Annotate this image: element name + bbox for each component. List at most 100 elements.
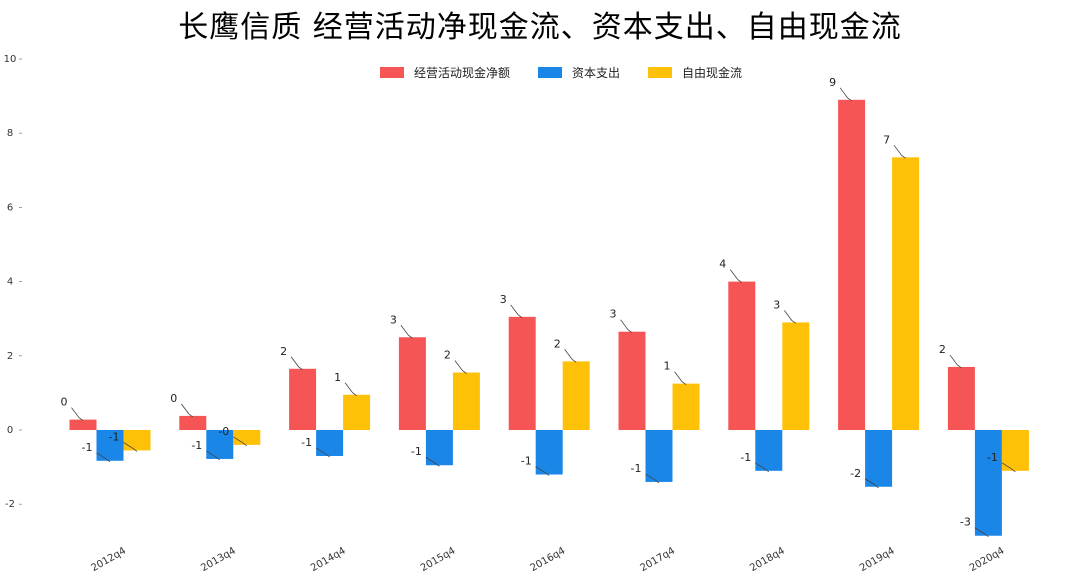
legend-swatch-free-cash bbox=[648, 67, 673, 78]
bar-2016q4-series-1 bbox=[535, 430, 563, 475]
data-label: -3 bbox=[960, 516, 971, 529]
data-label-leader bbox=[893, 145, 906, 159]
data-label-leader bbox=[315, 447, 330, 458]
bar-2018q4-series-2 bbox=[782, 322, 810, 430]
chart-title: 长鹰信质 经营活动净现金流、资本支出、自由现金流 bbox=[178, 10, 902, 45]
bar-2014q4-series-2 bbox=[343, 394, 371, 430]
bar-2012q4-series-0 bbox=[69, 419, 97, 430]
x-tick-label: 2014q4 bbox=[309, 546, 348, 575]
x-tick-label: 2016q4 bbox=[529, 546, 568, 575]
data-label-leader bbox=[510, 304, 523, 319]
x-tick-label: 2018q4 bbox=[748, 546, 787, 575]
data-label-leader bbox=[206, 450, 221, 461]
y-tick-label: -2 bbox=[5, 499, 15, 510]
bar-2015q4-series-0 bbox=[398, 337, 426, 430]
data-label-leader bbox=[400, 325, 413, 339]
legend: 经营活动现金净额 资本支出 自由现金流 bbox=[380, 64, 742, 81]
data-label-leader bbox=[564, 349, 577, 363]
bar-2020q4-series-1 bbox=[974, 430, 1002, 536]
data-label-leader bbox=[1001, 462, 1016, 473]
data-label: 3 bbox=[500, 293, 507, 306]
bar-2015q4-series-2 bbox=[452, 372, 480, 430]
bar-2017q4-series-2 bbox=[672, 383, 700, 430]
data-label-leader bbox=[96, 452, 111, 463]
bar-2020q4-series-2 bbox=[1001, 430, 1029, 471]
data-label: 1 bbox=[334, 371, 341, 384]
bar-2019q4-series-0 bbox=[838, 99, 866, 430]
data-label: -1 bbox=[82, 441, 93, 454]
legend-swatch-operating-cash bbox=[380, 67, 404, 78]
data-label: 2 bbox=[280, 345, 287, 358]
data-label-leader bbox=[290, 356, 303, 371]
data-label-leader bbox=[645, 473, 660, 484]
data-label: 2 bbox=[554, 337, 561, 350]
bar-2018q4-series-1 bbox=[755, 430, 783, 471]
x-tick-label: 2012q4 bbox=[89, 546, 128, 575]
legend-label-free-cash: 自由现金流 bbox=[682, 66, 743, 80]
data-label: 0 bbox=[170, 392, 177, 405]
data-label-leader bbox=[620, 319, 633, 334]
bar-2016q4-series-2 bbox=[562, 361, 590, 430]
bar-2018q4-series-0 bbox=[728, 281, 756, 430]
y-tick-label: 6 bbox=[7, 202, 13, 213]
data-label: -1 bbox=[521, 455, 532, 468]
data-label: 7 bbox=[883, 133, 890, 146]
data-label: 9 bbox=[829, 76, 836, 89]
legend-item-capex: 资本支出 bbox=[538, 64, 620, 81]
data-label: 1 bbox=[664, 360, 671, 373]
data-label-leader bbox=[729, 269, 743, 283]
data-label: 3 bbox=[773, 298, 780, 311]
legend-label-operating-cash: 经营活动现金净额 bbox=[414, 66, 511, 80]
data-label-leader bbox=[344, 382, 357, 397]
bar-2019q4-series-1 bbox=[865, 430, 893, 487]
data-label: -2 bbox=[850, 467, 861, 480]
data-label-leader bbox=[783, 310, 797, 324]
x-tick-label: 2015q4 bbox=[419, 546, 458, 575]
data-label-leader bbox=[123, 442, 138, 452]
data-label-leader bbox=[71, 407, 84, 421]
data-label: -1 bbox=[411, 445, 422, 458]
bar-2013q4-series-0 bbox=[179, 415, 207, 430]
data-label-leader bbox=[454, 360, 467, 374]
data-label: 0 bbox=[61, 396, 68, 409]
data-label: -0 bbox=[218, 425, 229, 438]
bar-2019q4-series-2 bbox=[892, 157, 920, 430]
bar-2013q4-series-2 bbox=[233, 430, 261, 445]
data-label: -1 bbox=[987, 451, 998, 464]
y-tick-label: 4 bbox=[7, 277, 13, 288]
data-label: 2 bbox=[444, 348, 451, 361]
x-tick-label: 2020q4 bbox=[968, 546, 1007, 575]
data-label: -1 bbox=[740, 451, 751, 464]
y-tick-label: 0 bbox=[7, 425, 13, 436]
y-tick-label: 10 bbox=[4, 54, 17, 65]
data-label-leader bbox=[755, 462, 770, 473]
legend-item-free-cash: 自由现金流 bbox=[648, 64, 742, 81]
data-label: 3 bbox=[390, 313, 397, 326]
data-label-leader bbox=[974, 527, 989, 538]
data-label-leader bbox=[839, 87, 852, 102]
data-label: -1 bbox=[109, 430, 120, 443]
data-label-leader bbox=[180, 403, 194, 418]
data-label-leader bbox=[674, 371, 687, 385]
legend-item-operating-cash: 经营活动现金净额 bbox=[380, 64, 510, 81]
y-tick-label: 8 bbox=[7, 128, 13, 139]
legend-label-capex: 资本支出 bbox=[572, 66, 621, 80]
bar-2012q4-series-2 bbox=[123, 430, 151, 451]
data-label: -1 bbox=[631, 462, 642, 475]
bar-2017q4-series-1 bbox=[645, 430, 673, 482]
bar-2020q4-series-0 bbox=[947, 366, 975, 430]
bar-2016q4-series-0 bbox=[508, 316, 536, 430]
bar-2014q4-series-1 bbox=[316, 430, 344, 456]
bar-2014q4-series-0 bbox=[289, 368, 317, 430]
data-label: -1 bbox=[191, 439, 202, 452]
bar-2017q4-series-0 bbox=[618, 331, 646, 430]
x-tick-label: 2019q4 bbox=[858, 546, 897, 575]
data-label: -1 bbox=[301, 436, 312, 449]
x-tick-label: 2017q4 bbox=[638, 546, 677, 575]
data-label-leader bbox=[949, 354, 962, 369]
data-label: 3 bbox=[610, 308, 617, 321]
data-label-leader bbox=[233, 436, 248, 447]
bar-2015q4-series-1 bbox=[425, 430, 453, 466]
data-label-leader bbox=[535, 466, 550, 476]
y-tick-label: 2 bbox=[7, 351, 13, 362]
